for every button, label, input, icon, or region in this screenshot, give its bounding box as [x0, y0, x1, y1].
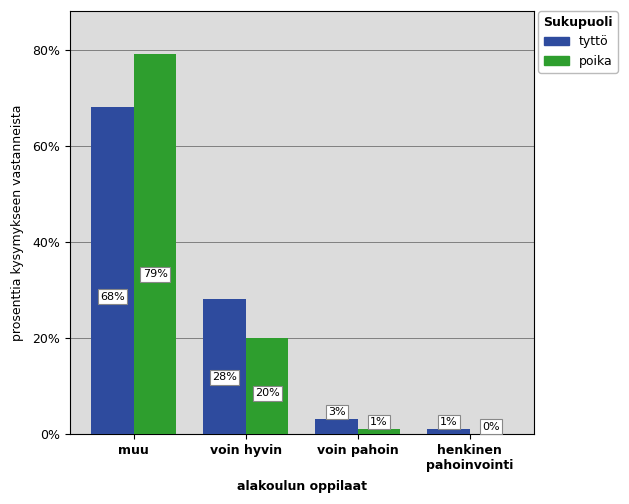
- Text: 0%: 0%: [482, 422, 500, 431]
- Y-axis label: prosenttia kysymykseen vastanneista: prosenttia kysymykseen vastanneista: [11, 104, 24, 341]
- Bar: [315, 419, 358, 434]
- Text: 20%: 20%: [255, 389, 279, 399]
- Bar: [134, 54, 176, 434]
- Bar: [203, 299, 246, 434]
- Bar: [91, 107, 134, 434]
- Text: 3%: 3%: [328, 407, 345, 417]
- X-axis label: alakoulun oppilaat: alakoulun oppilaat: [237, 480, 367, 493]
- Text: 1%: 1%: [370, 417, 388, 427]
- Text: 79%: 79%: [143, 270, 167, 279]
- Text: 68%: 68%: [100, 292, 125, 301]
- Legend: tyttö, poika: tyttö, poika: [538, 11, 618, 73]
- Text: 1%: 1%: [440, 417, 457, 427]
- Bar: [246, 338, 289, 434]
- Bar: [358, 429, 401, 434]
- Text: 28%: 28%: [212, 372, 237, 383]
- Bar: [427, 429, 470, 434]
